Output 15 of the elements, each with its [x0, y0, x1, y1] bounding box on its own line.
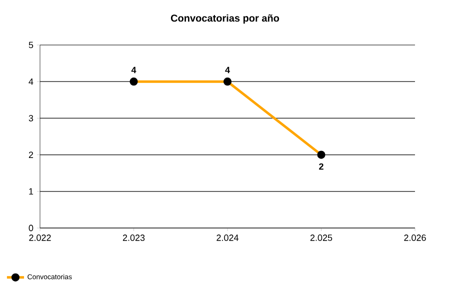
y-tick-label: 3	[28, 115, 34, 122]
x-tick-label: 2.024	[216, 234, 238, 241]
data-label: 4	[131, 66, 136, 74]
y-tick-label: 2	[28, 152, 34, 158]
x-tick-label: 2.025	[310, 234, 332, 241]
x-tick-label: 2.026	[404, 234, 426, 241]
y-tick-label: 5	[28, 42, 34, 48]
y-tick-label: 1	[29, 188, 34, 194]
data-label: 2	[319, 163, 324, 170]
x-tick-label: 2.023	[122, 234, 145, 241]
y-tick-label: 4	[28, 78, 34, 85]
data-label: 4	[225, 66, 230, 74]
x-tick-label: 2.022	[29, 234, 51, 241]
y-tick-label: 0	[28, 224, 34, 232]
chart-title: Convocatorias por año	[170, 14, 280, 24]
